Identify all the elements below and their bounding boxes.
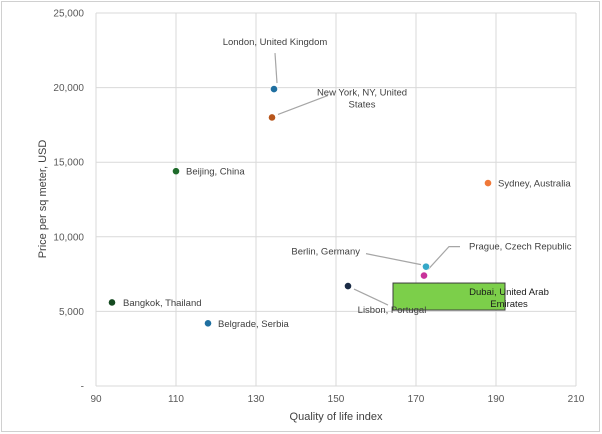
y-axis-title: Price per sq meter, USD [37, 140, 49, 259]
y-axis-ticks: - 5,000 10,000 15,000 20,000 25,000 [53, 9, 84, 393]
point-berlin-germany [422, 262, 430, 271]
point-london-united-kingdom [270, 85, 278, 93]
leader-line-london-united-kingdom [274, 53, 278, 84]
label-london-united-kingdom: London, United Kingdom [223, 37, 328, 48]
y-tick-label: 5,000 [59, 307, 84, 318]
leader-line-prague-czech-republic [427, 245, 460, 270]
label-dubai-united-arab: Dubai, United Arab Emirates [469, 287, 549, 310]
data-points [108, 85, 492, 328]
y-tick-label: 10,000 [53, 232, 84, 243]
label-new-york-ny-united: New York, NY, United States [317, 87, 407, 110]
point-bangkok-thailand [108, 298, 116, 307]
y-tick-label: 15,000 [53, 158, 84, 169]
leader-line-lisbon-portugal [353, 288, 389, 306]
x-tick-label: 90 [90, 394, 102, 405]
point-new-york-ny-united [268, 113, 276, 122]
y-tick-label: 20,000 [53, 83, 84, 94]
label-lisbon-portugal: Lisbon, Portugal [358, 305, 427, 316]
x-tick-label: 210 [568, 394, 585, 405]
label-sydney-australia: Sydney, Australia [498, 179, 571, 190]
point-belgrade-serbia [204, 319, 212, 328]
y-tick-label: 25,000 [53, 9, 84, 20]
leader-line-berlin-germany [365, 253, 422, 266]
point-lisbon-portugal [344, 282, 352, 290]
label-bangkok-thailand: Bangkok, Thailand [123, 298, 202, 309]
point-labels: London, United Kingdom New York, NY, Unit… [123, 37, 572, 330]
x-tick-label: 110 [168, 394, 184, 405]
gridlines [95, 12, 577, 387]
point-beijing-china [172, 167, 180, 176]
x-tick-label: 130 [248, 394, 265, 405]
label-beijing-china: Beijing, China [186, 167, 245, 178]
leader-line-new-york-ny-united [277, 94, 329, 116]
label-berlin-germany: Berlin, Germany [291, 247, 360, 258]
y-tick-label: - [81, 382, 84, 393]
x-tick-label: 190 [488, 394, 505, 405]
x-axis-title: Quality of life index [290, 411, 383, 423]
x-tick-label: 150 [328, 394, 345, 405]
highlight-box-dubai-united-arab [392, 282, 506, 311]
label-prague-czech-republic: Prague, Czech Republic [469, 242, 572, 253]
label-belgrade-serbia: Belgrade, Serbia [218, 319, 289, 330]
x-axis-ticks: 90 110 130 150 170 190 210 [90, 394, 584, 405]
point-prague-czech-republic [420, 271, 428, 280]
point-sydney-australia [484, 179, 492, 187]
x-tick-label: 170 [408, 394, 425, 405]
